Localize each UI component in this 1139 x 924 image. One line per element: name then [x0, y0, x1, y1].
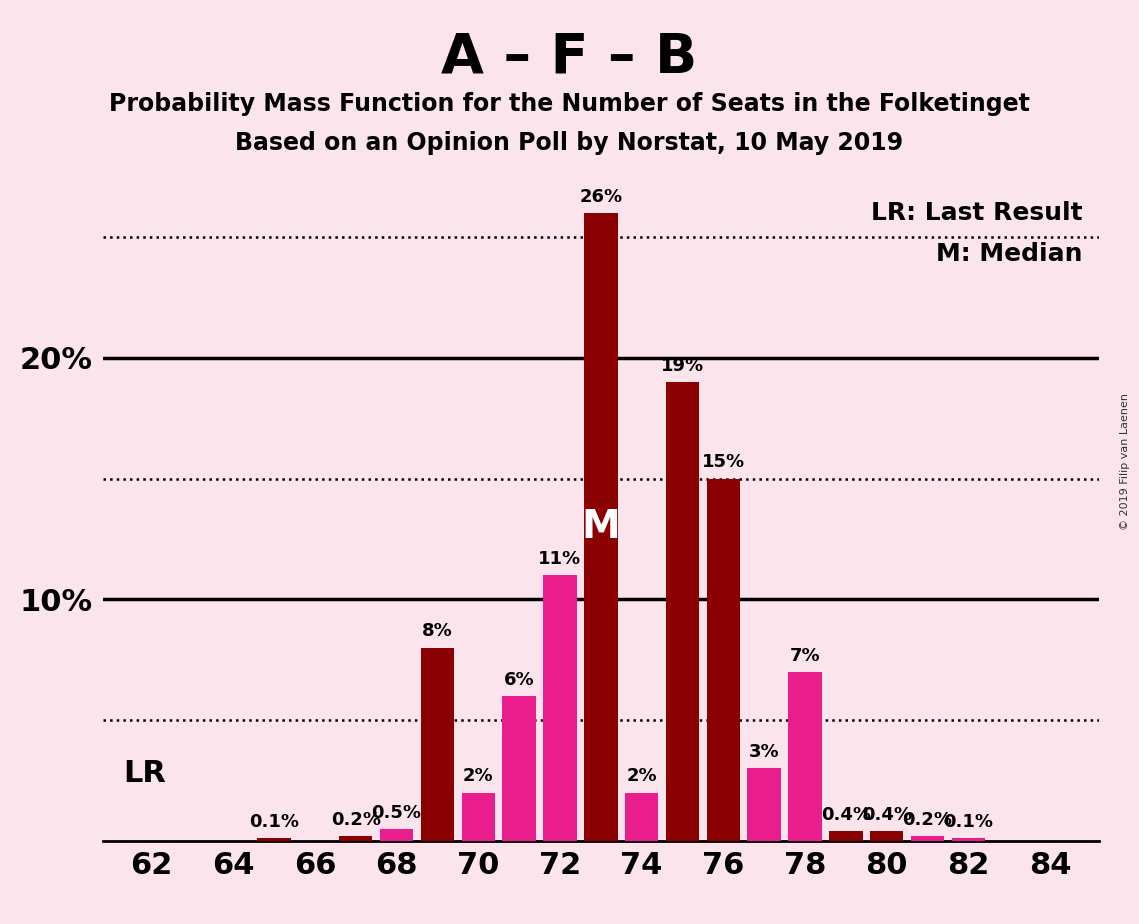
Bar	[625, 793, 658, 841]
Text: 19%: 19%	[661, 357, 704, 374]
Text: 2%: 2%	[626, 767, 657, 785]
Bar	[870, 832, 903, 841]
Text: 0.2%: 0.2%	[330, 810, 380, 829]
Text: LR: LR	[123, 759, 166, 787]
Text: 8%: 8%	[423, 623, 453, 640]
Text: 6%: 6%	[503, 671, 534, 688]
Bar	[339, 836, 372, 841]
Text: M: Median: M: Median	[936, 242, 1083, 266]
Text: 0.4%: 0.4%	[862, 806, 911, 824]
Text: 3%: 3%	[748, 743, 779, 761]
Bar	[788, 672, 822, 841]
Bar	[911, 836, 944, 841]
Text: 15%: 15%	[702, 454, 745, 471]
Bar	[584, 213, 617, 841]
Text: Probability Mass Function for the Number of Seats in the Folketinget: Probability Mass Function for the Number…	[109, 92, 1030, 116]
Bar	[461, 793, 495, 841]
Text: 7%: 7%	[789, 647, 820, 664]
Text: M: M	[581, 508, 621, 546]
Text: 2%: 2%	[462, 767, 493, 785]
Bar	[379, 829, 413, 841]
Bar	[829, 832, 862, 841]
Text: 0.4%: 0.4%	[821, 806, 871, 824]
Text: LR: Last Result: LR: Last Result	[871, 201, 1083, 225]
Bar	[952, 838, 985, 841]
Text: 26%: 26%	[580, 188, 622, 206]
Text: Based on an Opinion Poll by Norstat, 10 May 2019: Based on an Opinion Poll by Norstat, 10 …	[236, 131, 903, 155]
Bar	[420, 648, 454, 841]
Text: A – F – B: A – F – B	[442, 30, 697, 84]
Bar	[257, 838, 290, 841]
Bar	[543, 575, 576, 841]
Bar	[706, 479, 740, 841]
Text: © 2019 Filip van Laenen: © 2019 Filip van Laenen	[1121, 394, 1130, 530]
Bar	[747, 769, 781, 841]
Bar	[666, 382, 699, 841]
Text: 0.5%: 0.5%	[371, 804, 421, 821]
Text: 11%: 11%	[539, 550, 582, 568]
Text: 0.2%: 0.2%	[902, 810, 952, 829]
Bar	[502, 696, 535, 841]
Text: 0.1%: 0.1%	[943, 813, 993, 832]
Text: 0.1%: 0.1%	[249, 813, 300, 832]
